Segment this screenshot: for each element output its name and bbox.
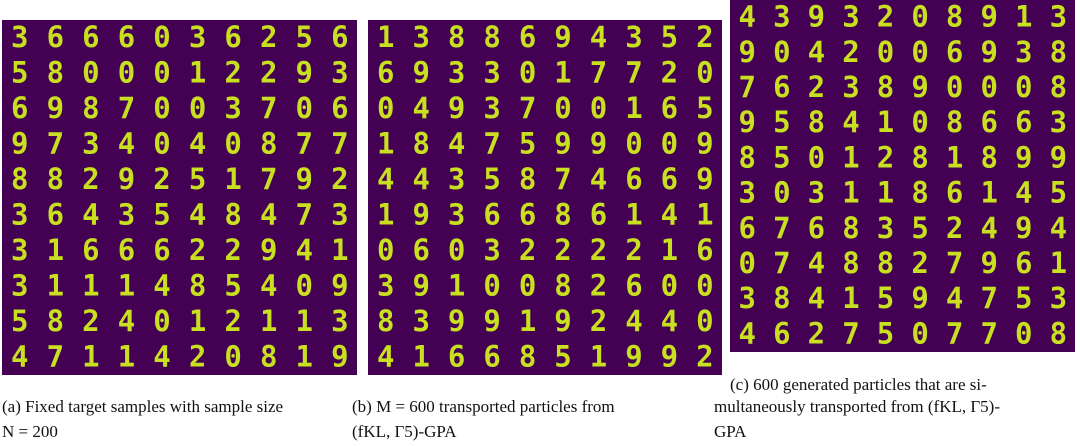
digit-row: 0603222216 bbox=[377, 233, 732, 267]
digit-row: 5824012113 bbox=[11, 304, 367, 338]
digit-row: 9042006938 bbox=[739, 35, 1080, 69]
digit-row: 0748827961 bbox=[739, 246, 1080, 280]
digit-row: 3166622941 bbox=[11, 233, 367, 267]
digit-row: 3643548473 bbox=[11, 197, 367, 231]
digit-row: 1388694352 bbox=[377, 20, 732, 54]
caption-line: (a) Fixed target samples with sample siz… bbox=[2, 397, 283, 417]
digit-row: 1847599009 bbox=[377, 126, 732, 160]
digit-row: 7623890008 bbox=[739, 70, 1080, 104]
digit-row: 6987003706 bbox=[11, 91, 367, 125]
caption-line: multaneously transported from (fKL, Γ5)- bbox=[714, 397, 1000, 417]
digit-row: 3111485409 bbox=[11, 268, 367, 302]
figure: 3666036256580001229369870037069734040877… bbox=[0, 0, 1080, 446]
digit-row: 3910082600 bbox=[377, 268, 732, 302]
caption-line: (c) 600 generated particles that are si- bbox=[730, 375, 987, 395]
digit-row: 6933017720 bbox=[377, 55, 732, 89]
digit-row: 5800012293 bbox=[11, 55, 367, 89]
digit-row: 9734040877 bbox=[11, 126, 367, 160]
digit-row: 4627507708 bbox=[739, 316, 1080, 350]
caption-line: N = 200 bbox=[2, 422, 58, 442]
caption-line: GPA bbox=[714, 422, 746, 442]
digit-row: 8829251792 bbox=[11, 162, 367, 196]
digit-grids: 3666036256580001229369870037069734040877… bbox=[0, 0, 1080, 380]
caption-line: (b) M = 600 transported particles from bbox=[352, 397, 615, 417]
digit-row: 1936686141 bbox=[377, 197, 732, 231]
digit-row: 3841594753 bbox=[739, 281, 1080, 315]
digit-row: 0493700165 bbox=[377, 91, 732, 125]
digit-row: 4166851992 bbox=[377, 339, 732, 373]
digit-row: 8399192440 bbox=[377, 304, 732, 338]
digit-row: 8501281899 bbox=[739, 140, 1080, 174]
digit-row: 4711420819 bbox=[11, 339, 367, 373]
caption-line: (fKL, Γ5)-GPA bbox=[352, 422, 457, 442]
digit-row: 9584108663 bbox=[739, 105, 1080, 139]
digit-row: 4393208913 bbox=[739, 0, 1080, 34]
digit-row: 6768352494 bbox=[739, 211, 1080, 245]
digit-row: 3031186145 bbox=[739, 176, 1080, 210]
digit-row: 4435874669 bbox=[377, 162, 732, 196]
digit-row: 3666036256 bbox=[11, 20, 367, 54]
